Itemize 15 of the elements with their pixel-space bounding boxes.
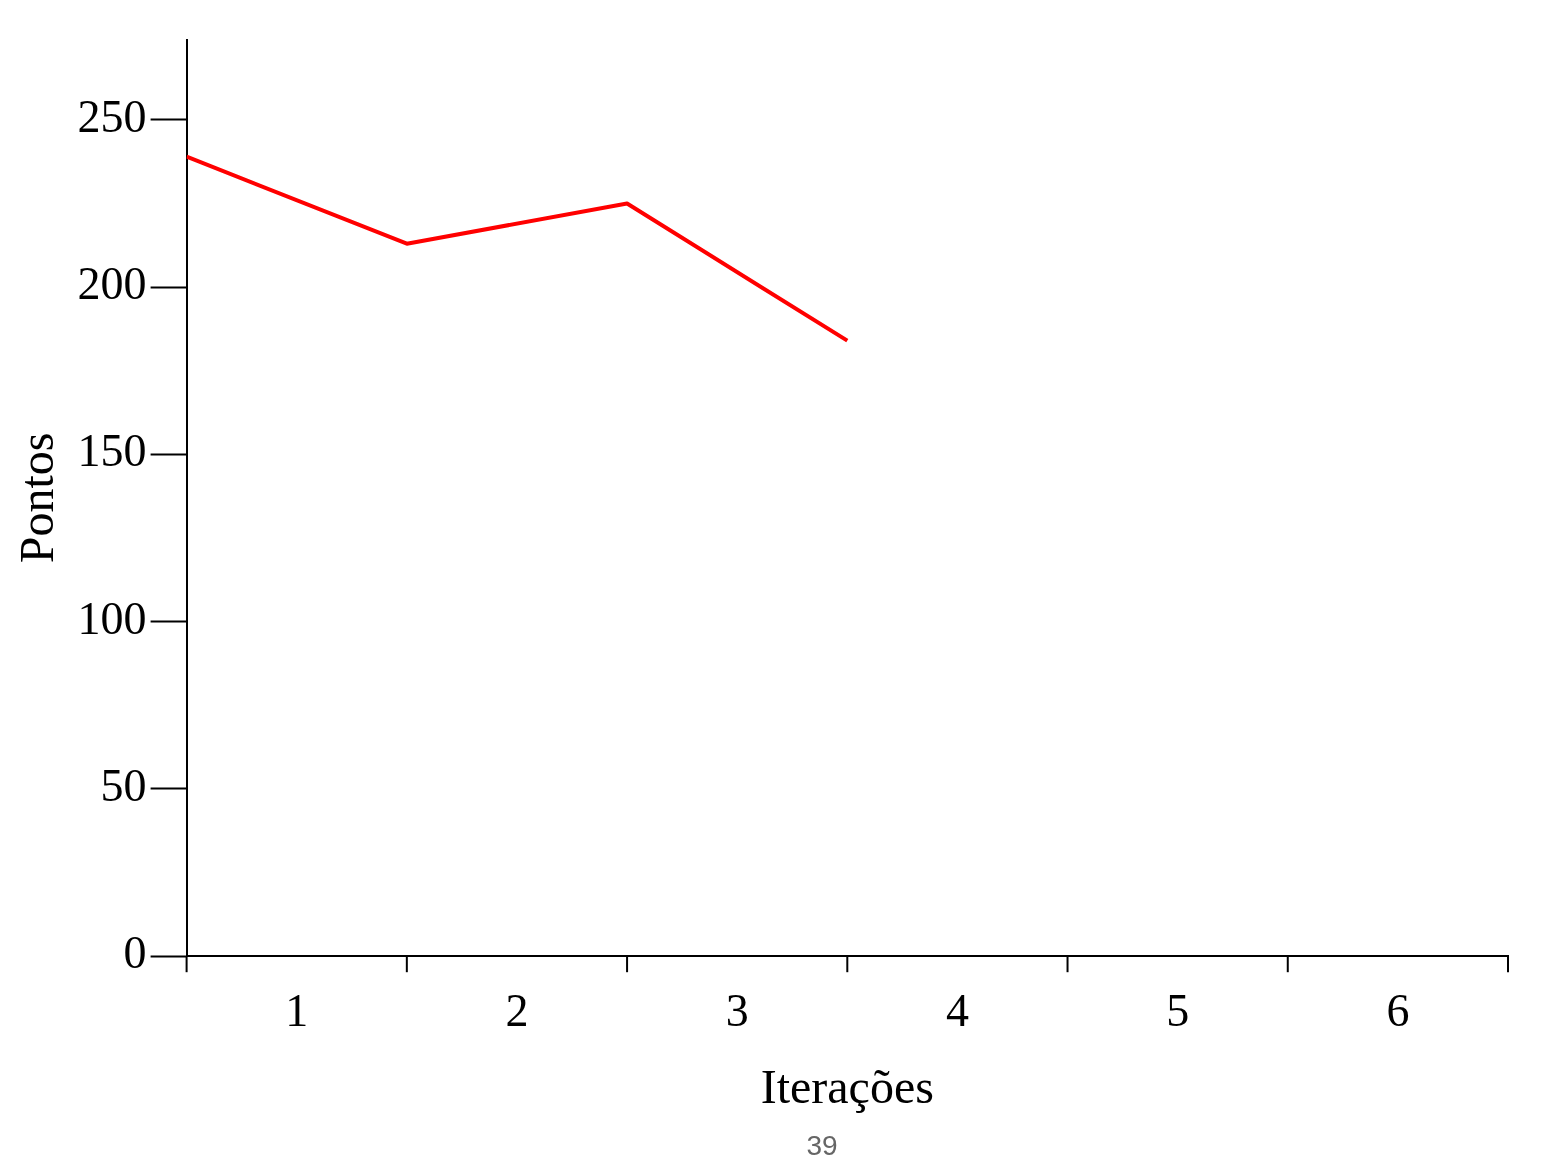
x-tick-label: 4 (945, 984, 969, 1036)
x-axis-title: Iterações (760, 1059, 934, 1113)
y-tick-label: 150 (77, 425, 147, 477)
y-tick-label: 200 (77, 258, 147, 310)
x-tick-label: 1 (285, 984, 309, 1036)
y-tick-label: 250 (77, 90, 147, 142)
x-tick-label: 6 (1386, 984, 1410, 1036)
text: 39 (806, 1129, 838, 1161)
x-tick-label: 5 (1166, 984, 1190, 1036)
y-tick-label: 100 (77, 592, 147, 644)
y-tick-label: 0 (123, 927, 147, 979)
y-axis-title: Pontos (10, 432, 64, 564)
x-tick-label: 3 (725, 984, 749, 1036)
y-tick-label: 50 (100, 760, 147, 812)
x-tick-label: 2 (505, 984, 529, 1036)
